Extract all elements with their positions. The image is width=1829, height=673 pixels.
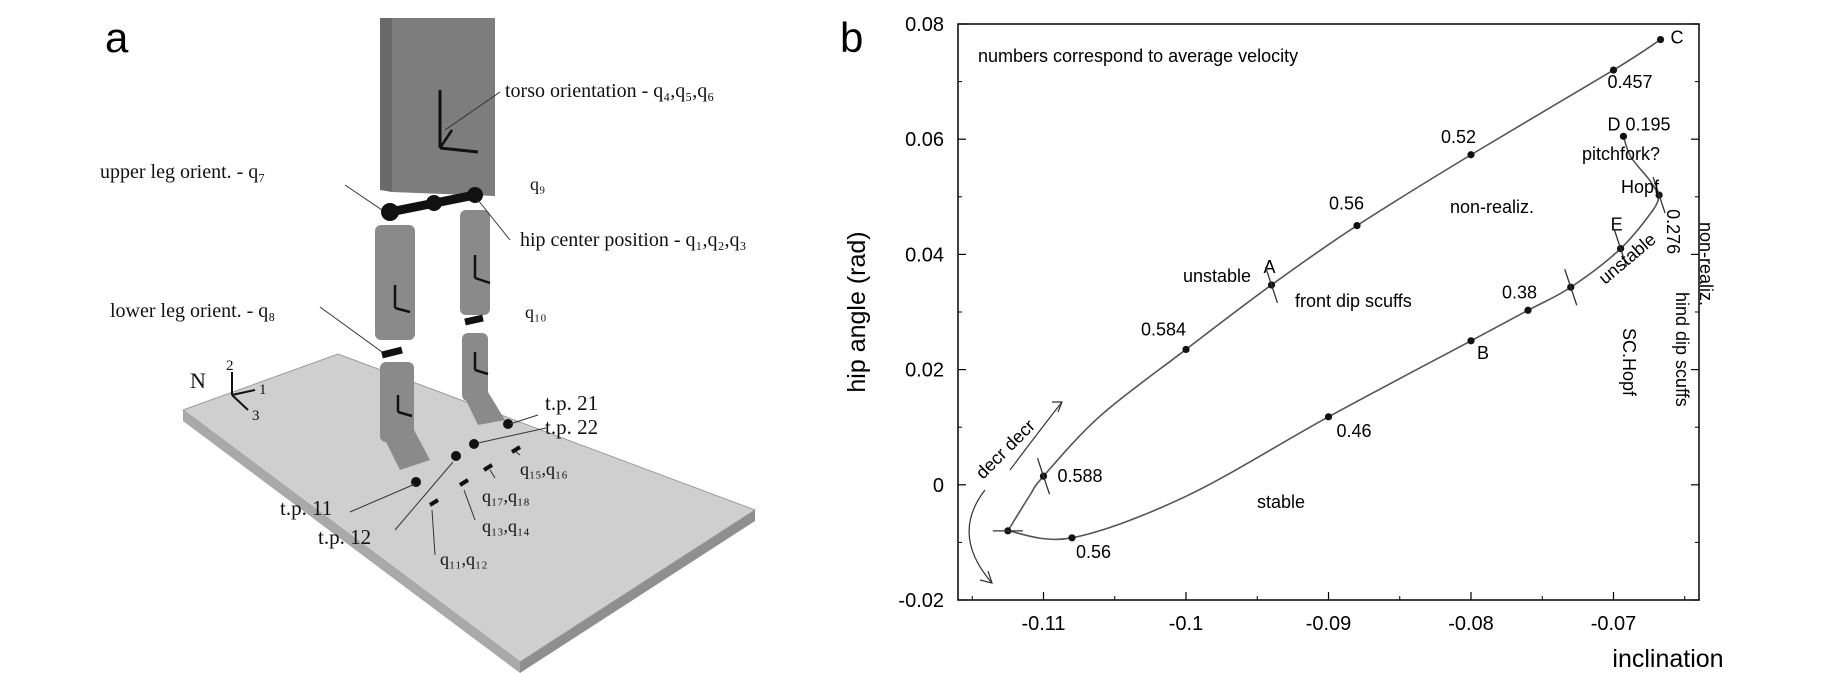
velocity-label: 0.38 xyxy=(1502,282,1537,302)
velocity-label: C xyxy=(1671,28,1684,48)
velocity-point xyxy=(1068,534,1076,542)
knees xyxy=(381,314,484,359)
label-tp12: t.p. 12 xyxy=(318,525,371,549)
velocity-label: 0.56 xyxy=(1329,194,1364,214)
label-upper-leg-orient: upper leg orient. - q₇ xyxy=(100,161,265,183)
curves xyxy=(1007,38,1661,541)
label-lower-leg-orient: lower leg orient. - q₈ xyxy=(110,300,275,322)
upper-legs xyxy=(375,210,491,340)
panel-a: a N 2 1 3 xyxy=(100,14,757,673)
annotation-unstable-upper: unstable xyxy=(1183,266,1251,286)
velocity-point xyxy=(1324,413,1333,421)
n-frame-icon xyxy=(231,372,256,411)
bifurcation-tick xyxy=(1564,269,1578,306)
velocity-point xyxy=(1182,345,1190,354)
velocity-label: 0.584 xyxy=(1141,319,1186,339)
velocity-label: 0.56 xyxy=(1076,542,1111,562)
label-q13-q14: q₁₃,q₁₄ xyxy=(482,516,530,536)
contact-points xyxy=(411,419,522,507)
y-tick-label: 0.06 xyxy=(905,129,944,151)
annotation-non-realiz-right: non-realiz. xyxy=(1696,222,1716,306)
bifurcation-tick xyxy=(1036,457,1051,495)
label-q17-q18: q₁₇,q₁₈ xyxy=(482,486,530,506)
label-hip-center-position: hip center position - q₁,q₂,q₃ xyxy=(520,229,746,251)
x-tick-label: -0.11 xyxy=(1021,613,1065,635)
velocity-label: E xyxy=(1611,215,1623,235)
velocity-point xyxy=(1619,132,1628,140)
bifurcation-tick xyxy=(1614,230,1628,267)
direction-arrows xyxy=(968,401,1063,584)
velocity-point xyxy=(1353,222,1361,230)
panel-b: b -0.11 -0.1 -0.09 -0.08 -0.07 -0.02 0 0.02 0.04… xyxy=(840,14,1724,673)
branch-upper-line xyxy=(1007,38,1661,532)
annotation-stable: stable xyxy=(1257,492,1305,512)
velocity-label: D 0.195 xyxy=(1607,114,1670,134)
label-q9: q₉ xyxy=(530,174,545,194)
x-axis-label: inclination xyxy=(1612,645,1723,673)
panel-b-letter: b xyxy=(840,14,863,61)
n-frame-label: N xyxy=(190,368,206,393)
velocity-label: B xyxy=(1477,343,1489,363)
axis-3-label: 3 xyxy=(252,408,260,424)
annotation-pitchfork: pitchfork? xyxy=(1582,144,1660,164)
velocity-label: 0.457 xyxy=(1608,72,1653,92)
label-tp22: t.p. 22 xyxy=(545,415,598,439)
label-tp11: t.p. 11 xyxy=(280,496,332,520)
x-tick-label: -0.09 xyxy=(1306,613,1352,635)
y-tick-label: 0.04 xyxy=(905,244,944,266)
x-tick-label: -0.07 xyxy=(1591,613,1637,635)
plot-frame xyxy=(957,23,1700,601)
label-q10: q₁₀ xyxy=(525,302,547,322)
axis-2-label: 2 xyxy=(226,358,234,374)
lower-legs xyxy=(380,333,505,470)
annotation-sc-hopf: SC.Hopf xyxy=(1619,328,1639,397)
velocity-point xyxy=(1467,151,1475,159)
branch-lower-line xyxy=(1007,194,1660,541)
label-q15-q16: q₁₅,q₁₆ xyxy=(520,459,568,479)
y-tick-label: 0 xyxy=(933,475,944,497)
axis-1-label: 1 xyxy=(259,382,267,398)
label-tp21: t.p. 21 xyxy=(545,391,598,415)
velocity-point xyxy=(1524,306,1532,314)
note-average-velocity: numbers correspond to average velocity xyxy=(978,46,1298,66)
panel-a-letter: a xyxy=(105,14,129,61)
x-tick-label: -0.08 xyxy=(1448,613,1494,635)
hip-bar xyxy=(381,187,483,221)
leader-lines xyxy=(319,91,547,556)
axes: -0.11 -0.1 -0.09 -0.08 -0.07 -0.02 0 0.02 0.04 0.… xyxy=(898,14,1699,635)
velocity-point xyxy=(1609,66,1618,74)
torso xyxy=(380,18,495,196)
x-tick-label: -0.1 xyxy=(1169,613,1203,635)
y-tick-label: 0.08 xyxy=(905,14,944,36)
annotation-hind-dip-scuffs: hind dip scuffs xyxy=(1672,292,1692,407)
annotation-hopf: Hopf xyxy=(1621,177,1660,197)
velocity-label: 0.276 xyxy=(1663,209,1683,254)
annotation-non-realiz-upper: non-realiz. xyxy=(1450,197,1534,217)
annotation-unstable-lower: unstable xyxy=(1595,229,1660,288)
label-q11-q12: q₁₁,q₁₂ xyxy=(440,549,488,569)
y-tick-label: -0.02 xyxy=(898,590,944,612)
marks: C 0.457 D 0.195 0.52 0.56 A 0.584 0.588 0.56 0.46… xyxy=(992,28,1684,562)
branch-pitchfork-line xyxy=(1622,136,1660,196)
velocity-point xyxy=(1656,35,1665,44)
velocity-label: 0.46 xyxy=(1337,421,1372,441)
annotation-decr: decr decr xyxy=(972,416,1039,483)
velocity-point xyxy=(1467,337,1475,345)
y-tick-label: 0.02 xyxy=(905,360,944,382)
y-axis-label: hip angle (rad) xyxy=(843,231,871,392)
ground-plate xyxy=(181,353,757,673)
velocity-label: A xyxy=(1264,257,1276,277)
label-torso-orientation: torso orientation - q₄,q₅,q₆ xyxy=(505,80,714,102)
bifurcation-tick xyxy=(1652,176,1666,214)
annotation-front-dip-scuffs: front dip scuffs xyxy=(1295,291,1412,311)
bifurcation-tick xyxy=(1264,266,1279,304)
velocity-label: 0.52 xyxy=(1441,127,1476,147)
velocity-label: 0.588 xyxy=(1058,466,1103,486)
